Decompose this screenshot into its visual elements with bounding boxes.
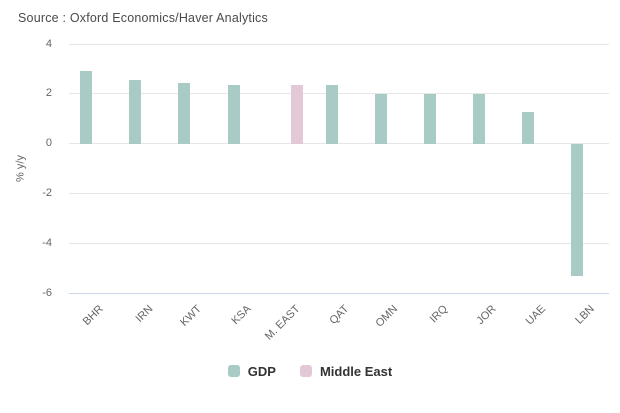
bar-ksa[interactable] <box>227 85 240 144</box>
legend-label: GDP <box>247 363 276 379</box>
bar-uae[interactable] <box>522 112 535 144</box>
x-axis-label: KWT <box>178 303 205 329</box>
bar-m-east[interactable] <box>291 85 304 144</box>
y-tick-label: 0 <box>45 137 52 150</box>
bar-omn[interactable] <box>374 93 387 144</box>
gridline <box>69 93 609 95</box>
bar-irq[interactable] <box>423 93 436 144</box>
bar-irn[interactable] <box>129 80 142 144</box>
bar-kwt[interactable] <box>178 82 191 144</box>
x-axis-label: QAT <box>327 303 352 327</box>
chart-source-label: Source : Oxford Economics/Haver Analytic… <box>18 11 268 25</box>
gridline <box>69 242 609 244</box>
legend-label: Middle East <box>319 363 393 379</box>
legend-swatch-icon <box>227 365 240 377</box>
x-axis-label: OMN <box>373 303 401 330</box>
legend-item-gdp[interactable]: GDP <box>227 363 276 379</box>
x-axis-label: IRQ <box>427 303 450 326</box>
y-tick-label: -2 <box>42 186 52 199</box>
y-tick-label: 4 <box>45 37 52 50</box>
x-axis-label: UAE <box>523 303 548 328</box>
x-axis-label: IRN <box>133 303 156 325</box>
x-axis-label: M. EAST <box>262 303 303 343</box>
bar-lbn[interactable] <box>571 143 584 276</box>
x-axis-line <box>69 292 609 294</box>
legend-swatch-icon <box>299 365 312 377</box>
gridline <box>69 43 609 45</box>
y-tick-label: -6 <box>42 286 52 299</box>
x-axis-label: BHR <box>81 303 107 328</box>
y-tick-label: 2 <box>45 87 52 100</box>
x-axis-label: LBN <box>573 303 597 327</box>
y-tick-label: -4 <box>42 236 52 249</box>
bar-bhr[interactable] <box>80 71 93 144</box>
x-axis-label: JOR <box>474 303 499 328</box>
chart-legend: GDP Middle East <box>0 361 620 381</box>
gridline <box>69 143 609 145</box>
gridline <box>69 192 609 194</box>
x-axis-label: KSA <box>229 303 254 328</box>
legend-item-middle-east[interactable]: Middle East <box>299 363 393 379</box>
bar-jor[interactable] <box>472 93 485 144</box>
bar-qat[interactable] <box>325 85 338 144</box>
